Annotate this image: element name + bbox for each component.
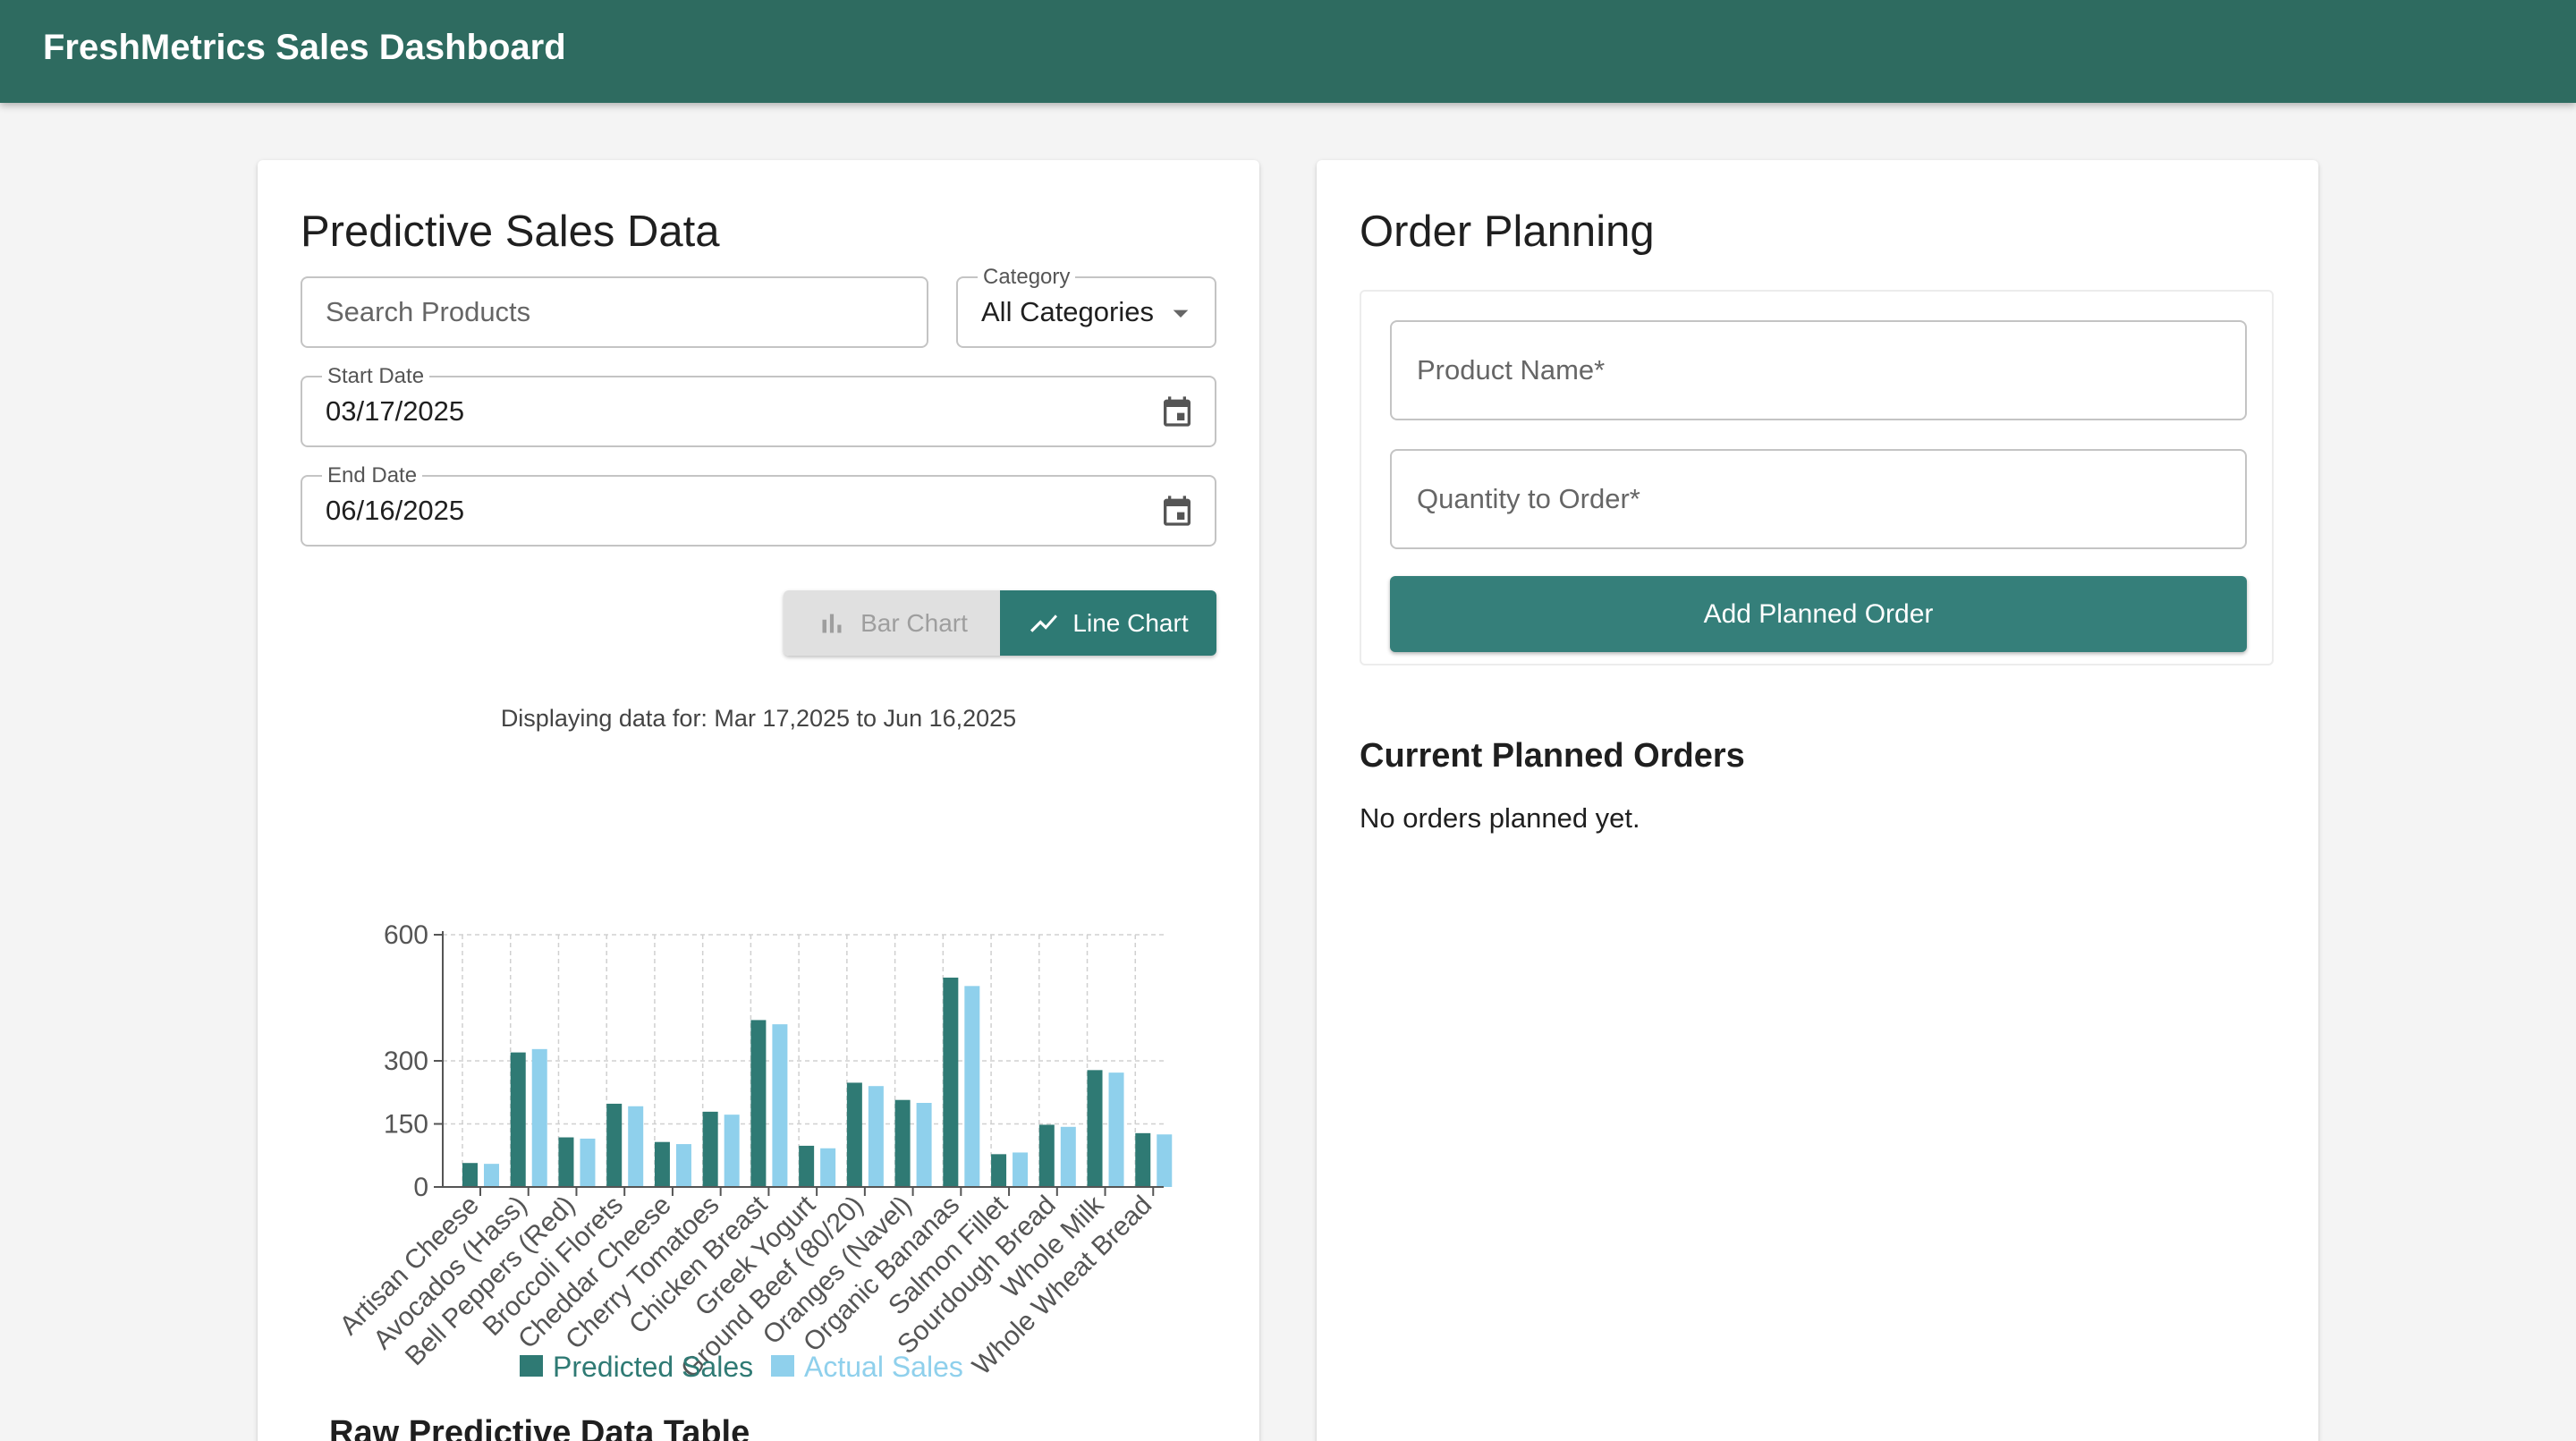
category-select[interactable]: Category All Categories [956,265,1216,348]
start-date-field[interactable]: Start Date 03/17/2025 [301,364,1216,447]
actual-bar [1157,1134,1173,1187]
line-chart-icon [1030,614,1058,632]
predictive-title: Predictive Sales Data [301,208,720,256]
predicted-bar [702,1111,718,1187]
actual-bar [531,1048,547,1187]
legend-swatch [520,1355,543,1377]
bar-chart-button[interactable]: Bar Chart [784,590,1000,656]
line-chart-label: Line Chart [1072,608,1189,637]
actual-bar [675,1144,691,1187]
order-form: Product Name* Quantity to Order* Add Pla… [1360,290,2274,665]
order-planning-card: Order Planning Product Name* Quantity to… [1317,160,2318,1441]
actual-bar [1013,1152,1029,1187]
y-tick-label: 0 [413,1173,428,1202]
actual-bar [964,986,980,1187]
predicted-bar [606,1103,623,1187]
current-orders-heading: Current Planned Orders [1360,737,1745,775]
y-tick-label: 600 [384,920,428,950]
actual-bar [724,1115,740,1187]
end-date-label: End Date [322,463,423,488]
start-date-label: Start Date [322,364,430,389]
search-input[interactable]: Search Products [301,276,928,348]
product-name-input[interactable]: Product Name* [1390,320,2247,420]
legend-label: Predicted Sales [553,1351,753,1383]
actual-bar [1108,1072,1124,1187]
y-tick-label: 300 [384,1047,428,1076]
predicted-bar [654,1141,670,1187]
date-range-caption: Displaying data for: Mar 17,2025 to Jun … [500,705,1017,732]
quantity-input[interactable]: Quantity to Order* [1390,449,2247,549]
search-placeholder: Search Products [326,296,531,327]
legend-label: Actual Sales [804,1351,963,1383]
bar-chart-label: Bar Chart [860,608,968,637]
predicted-bar [1087,1070,1103,1187]
category-value: All Categories [981,296,1154,327]
quantity-placeholder: Quantity to Order* [1417,483,1640,514]
actual-bar [868,1086,884,1187]
bar-chart-icon [822,614,842,632]
calendar-icon[interactable] [1159,394,1195,429]
predictive-sales-card: Predictive Sales Data Search Products Ca… [258,160,1259,1441]
no-orders-text: No orders planned yet. [1360,802,1640,834]
chevron-down-icon [1163,295,1199,331]
predicted-bar [1135,1132,1151,1187]
legend-swatch [771,1355,794,1377]
app-title: FreshMetrics Sales Dashboard [43,28,566,67]
predicted-bar [510,1052,526,1187]
start-date-value: 03/17/2025 [326,395,465,427]
predicted-bar [558,1137,574,1187]
add-planned-order-button[interactable]: Add Planned Order [1390,576,2247,652]
predicted-bar [1038,1124,1055,1187]
app-header: FreshMetrics Sales Dashboard [0,0,2576,103]
actual-bar [580,1138,596,1187]
actual-bar [1060,1126,1076,1187]
product-name-placeholder: Product Name* [1417,354,1606,386]
predicted-bar [943,977,959,1187]
end-date-value: 06/16/2025 [326,495,465,526]
actual-bar [484,1164,499,1187]
actual-bar [628,1106,644,1187]
chart-type-toggle: Bar Chart Line Chart [784,590,1216,656]
actual-bar [820,1148,836,1187]
end-date-field[interactable]: End Date 06/16/2025 [301,463,1216,547]
predicted-bar [750,1020,767,1187]
raw-data-table-heading: Raw Predictive Data Table [329,1414,750,1441]
line-chart-button[interactable]: Line Chart [1000,590,1216,656]
order-planning-title: Order Planning [1360,208,1655,256]
predicted-bar [462,1163,478,1187]
category-label: Category [978,265,1076,290]
y-tick-label: 150 [384,1110,428,1140]
predicted-bar [894,1099,911,1187]
actual-bar [916,1103,932,1187]
calendar-icon[interactable] [1159,493,1195,529]
predicted-bar [846,1082,862,1187]
predicted-bar [991,1154,1007,1187]
predicted-bar [799,1145,815,1187]
actual-bar [772,1024,788,1187]
